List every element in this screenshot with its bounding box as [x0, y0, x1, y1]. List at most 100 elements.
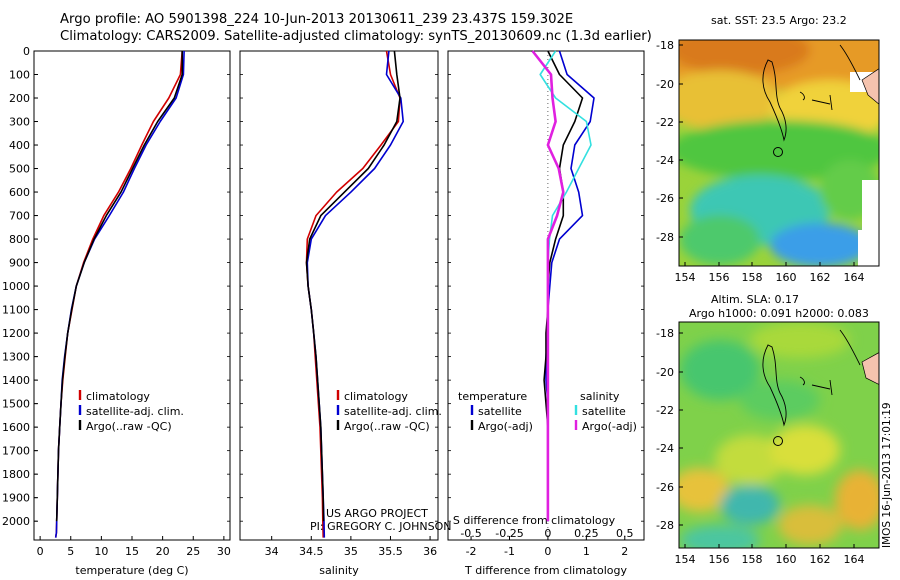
- sst-map-title: sat. SST: 23.5 Argo: 23.2: [711, 14, 847, 27]
- lon-tick-label: 156: [709, 553, 730, 566]
- x-tick-label: -1: [504, 545, 515, 558]
- lat-tick-label: -28: [656, 519, 674, 532]
- difference-panel-frame: [447, 50, 645, 541]
- legend-entry: satellite: [582, 405, 626, 418]
- x-tick-label: -2: [466, 545, 477, 558]
- legend-entry: climatology: [344, 390, 408, 403]
- x-tick-label: 30: [217, 545, 231, 558]
- x-tick-label: 0: [37, 545, 44, 558]
- y-tick-label: 500: [9, 163, 30, 176]
- temperature-panel: 0100200300400500600700800900100011001200…: [2, 45, 231, 577]
- lon-tick-label: 154: [675, 271, 696, 284]
- legend-entry: climatology: [86, 390, 150, 403]
- lon-tick-label: 160: [776, 553, 797, 566]
- lon-tick-label: 154: [675, 553, 696, 566]
- lon-tick-label: 160: [776, 271, 797, 284]
- x-tick-label: 35.5: [378, 545, 403, 558]
- y-tick-label: 300: [9, 116, 30, 129]
- series-line-profile-2: [55, 51, 183, 522]
- x-tick-label: 1: [583, 545, 590, 558]
- lat-tick-label: -24: [656, 442, 674, 455]
- credit-line-2: PI: GREGORY C. JOHNSON: [310, 520, 451, 533]
- series-line-profile-2: [305, 50, 401, 522]
- x-tick-label: 15: [125, 545, 139, 558]
- salinity-tick-label: -0.25: [495, 527, 523, 540]
- y-tick-label: 1600: [2, 421, 30, 434]
- x-axis-label: T difference from climatology: [464, 564, 627, 577]
- x-axis-label: temperature (deg C): [75, 564, 188, 577]
- sst-map-frame: [678, 39, 880, 267]
- legend-entry: Argo(-adj): [582, 420, 637, 433]
- y-tick-label: 1100: [2, 304, 30, 317]
- profile-panels: 0100200300400500600700800900100011001200…: [2, 45, 645, 577]
- y-tick-label: 1800: [2, 468, 30, 481]
- salinity-panel: 34 34.5 35 35.5 36 salinity climatology satelli…: [239, 50, 442, 577]
- y-tick-label: 400: [9, 139, 30, 152]
- credit-line-1: US ARGO PROJECT: [326, 507, 428, 520]
- lat-tick-label: -26: [656, 481, 674, 494]
- legend-entry: satellite-adj. clim.: [86, 405, 184, 418]
- y-tick-label: 0: [23, 45, 30, 58]
- y-tick-label: 100: [9, 69, 30, 82]
- x-tick-label: 35: [344, 545, 358, 558]
- salinity-tick-label: 0.25: [574, 527, 599, 540]
- salinity-tick-label: 0: [544, 527, 551, 540]
- x-tick-label: 34: [265, 545, 279, 558]
- lat-tick-label: -26: [656, 192, 674, 205]
- lat-tick-label: -18: [656, 39, 674, 52]
- lat-tick-label: -22: [656, 404, 674, 417]
- x-axis-label: salinity: [319, 564, 359, 577]
- y-tick-label: 1300: [2, 351, 30, 364]
- lon-tick-label: 158: [742, 271, 763, 284]
- difference-panel: -2 -1 0 1 2 T difference from climatology -0.5…: [447, 50, 645, 577]
- lat-tick-label: -18: [656, 327, 674, 340]
- profile-title: Argo profile: AO 5901398_224 10-Jun-2013…: [60, 12, 574, 27]
- y-tick-label: 2000: [2, 515, 30, 528]
- sla-map-title: Altim. SLA: 0.17: [711, 293, 800, 306]
- x-tick-label: 10: [94, 545, 108, 558]
- legend-entry: satellite: [478, 405, 522, 418]
- y-tick-label: 700: [9, 210, 30, 223]
- sla-map-frame: [678, 321, 880, 549]
- x-tick-label: 20: [156, 545, 170, 558]
- lon-tick-label: 164: [844, 553, 865, 566]
- sst-map: [679, 40, 879, 266]
- legend-entry: Argo(-adj): [478, 420, 533, 433]
- lon-tick-label: 164: [844, 271, 865, 284]
- x-tick-label: 25: [186, 545, 200, 558]
- x-tick-label: 2: [621, 545, 628, 558]
- salinity-axis-label: S difference from climatology: [453, 514, 616, 527]
- sla-map: [679, 322, 879, 548]
- x-tick-label: 36: [423, 545, 437, 558]
- legend-entry: Argo(..raw -QC): [86, 420, 172, 433]
- sla-map-subtitle: Argo h1000: 0.091 h2000: 0.083: [689, 307, 869, 320]
- lat-tick-label: -20: [656, 366, 674, 379]
- lat-tick-label: -22: [656, 116, 674, 129]
- y-tick-label: 1900: [2, 492, 30, 505]
- temperature-panel-frame: [33, 50, 231, 541]
- y-tick-label: 1700: [2, 445, 30, 458]
- series-line-salinity-3: [531, 50, 565, 522]
- lon-tick-label: 162: [810, 553, 831, 566]
- lon-tick-label: 158: [742, 553, 763, 566]
- x-tick-label: 5: [67, 545, 74, 558]
- y-tick-label: 200: [9, 92, 30, 105]
- lat-tick-label: -20: [656, 78, 674, 91]
- y-tick-label: 1000: [2, 280, 30, 293]
- y-tick-label: 1500: [2, 398, 30, 411]
- lon-tick-label: 156: [709, 271, 730, 284]
- legend-title-temperature: temperature: [458, 390, 527, 403]
- y-tick-label: 600: [9, 186, 30, 199]
- lon-tick-label: 162: [810, 271, 831, 284]
- legend-entry: satellite-adj. clim.: [344, 405, 442, 418]
- salinity-tick-label: 0.5: [616, 527, 634, 540]
- climatology-subtitle: Climatology: CARS2009. Satellite-adjuste…: [60, 29, 652, 44]
- x-tick-label: 0: [544, 545, 551, 558]
- legend-title-salinity: salinity: [580, 390, 620, 403]
- credits: US ARGO PROJECT PI: GREGORY C. JOHNSON: [310, 507, 451, 533]
- salinity-panel-frame: [239, 50, 439, 541]
- y-tick-label: 1200: [2, 327, 30, 340]
- map-axes: 154 156 158 160 162 164 -18 -20 -22 -24 -26 -28 154 1…: [656, 39, 864, 566]
